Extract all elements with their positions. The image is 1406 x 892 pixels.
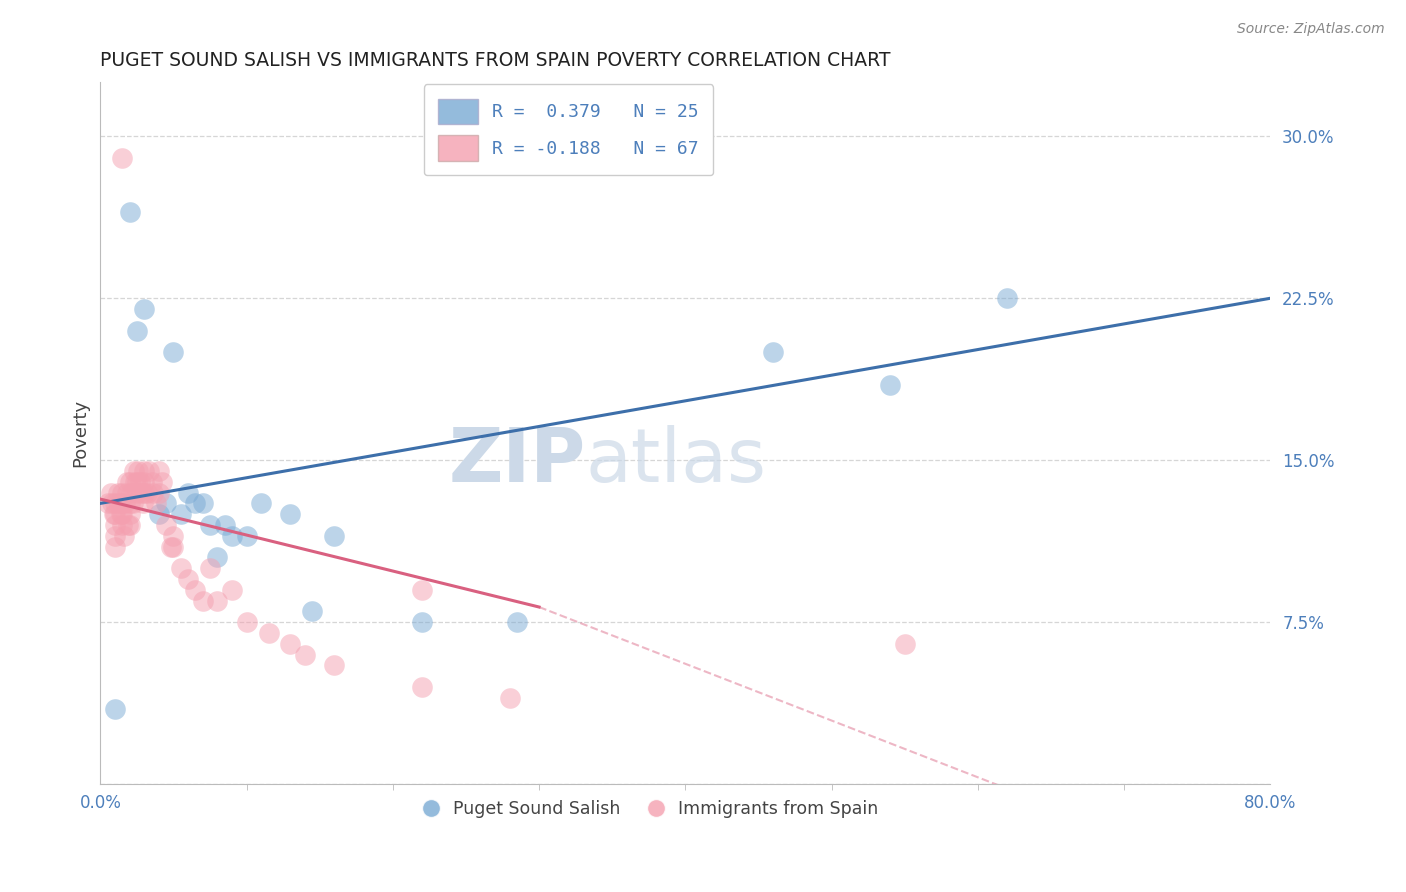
Point	[235, 529, 257, 543]
Point	[184, 496, 207, 510]
Point	[125, 324, 148, 338]
Point	[111, 485, 134, 500]
Point	[499, 690, 522, 705]
Point	[104, 701, 127, 715]
Point	[110, 507, 132, 521]
Point	[411, 615, 433, 629]
Point	[115, 475, 138, 489]
Point	[134, 301, 156, 316]
Point	[101, 496, 124, 510]
Point	[191, 593, 214, 607]
Point	[177, 572, 200, 586]
Legend: Puget Sound Salish, Immigrants from Spain: Puget Sound Salish, Immigrants from Spai…	[415, 793, 886, 824]
Point	[125, 475, 148, 489]
Point	[280, 507, 302, 521]
Point	[155, 518, 177, 533]
Point	[124, 475, 146, 489]
Point	[159, 540, 181, 554]
Point	[323, 529, 346, 543]
Point	[128, 475, 150, 489]
Point	[121, 496, 143, 510]
Text: Source: ZipAtlas.com: Source: ZipAtlas.com	[1237, 22, 1385, 37]
Point	[118, 496, 141, 510]
Point	[506, 615, 529, 629]
Point	[104, 529, 127, 543]
Point	[142, 485, 165, 500]
Point	[150, 475, 173, 489]
Point	[129, 485, 152, 500]
Point	[120, 485, 142, 500]
Point	[762, 345, 785, 359]
Point	[995, 291, 1018, 305]
Point	[134, 464, 156, 478]
Text: PUGET SOUND SALISH VS IMMIGRANTS FROM SPAIN POVERTY CORRELATION CHART: PUGET SOUND SALISH VS IMMIGRANTS FROM SP…	[100, 51, 891, 70]
Point	[198, 561, 221, 575]
Point	[148, 507, 170, 521]
Point	[198, 518, 221, 533]
Y-axis label: Poverty: Poverty	[72, 399, 89, 467]
Point	[170, 507, 193, 521]
Point	[127, 464, 149, 478]
Point	[118, 205, 141, 219]
Point	[141, 475, 163, 489]
Point	[100, 485, 122, 500]
Point	[411, 680, 433, 694]
Point	[221, 529, 243, 543]
Point	[111, 507, 134, 521]
Point	[103, 507, 125, 521]
Point	[104, 540, 127, 554]
Point	[111, 151, 134, 165]
Point	[107, 485, 129, 500]
Point	[108, 496, 131, 510]
Point	[162, 529, 184, 543]
Point	[132, 496, 155, 510]
Point	[893, 637, 915, 651]
Point	[257, 626, 280, 640]
Point	[155, 496, 177, 510]
Point	[111, 518, 134, 533]
Point	[411, 582, 433, 597]
Point	[134, 485, 156, 500]
Point	[117, 518, 139, 533]
Point	[191, 496, 214, 510]
Point	[138, 464, 160, 478]
Point	[112, 529, 135, 543]
Point	[250, 496, 273, 510]
Point	[280, 637, 302, 651]
Point	[162, 540, 184, 554]
Point	[170, 561, 193, 575]
Point	[148, 485, 170, 500]
Point	[125, 485, 148, 500]
Point	[118, 475, 141, 489]
Point	[145, 496, 167, 510]
Point	[207, 550, 229, 565]
Point	[136, 485, 159, 500]
Point	[162, 345, 184, 359]
Point	[184, 582, 207, 597]
Point	[177, 485, 200, 500]
Text: atlas: atlas	[586, 425, 766, 498]
Point	[111, 496, 134, 510]
Point	[221, 582, 243, 597]
Point	[301, 604, 323, 618]
Point	[148, 464, 170, 478]
Point	[118, 507, 141, 521]
Point	[294, 648, 316, 662]
Point	[118, 518, 141, 533]
Text: ZIP: ZIP	[449, 425, 586, 498]
Point	[323, 658, 346, 673]
Point	[97, 496, 120, 510]
Point	[134, 475, 156, 489]
Point	[114, 496, 136, 510]
Point	[115, 485, 138, 500]
Point	[104, 496, 127, 510]
Point	[235, 615, 257, 629]
Point	[879, 377, 901, 392]
Point	[104, 518, 127, 533]
Point	[122, 464, 145, 478]
Point	[214, 518, 236, 533]
Point	[104, 507, 127, 521]
Point	[207, 593, 229, 607]
